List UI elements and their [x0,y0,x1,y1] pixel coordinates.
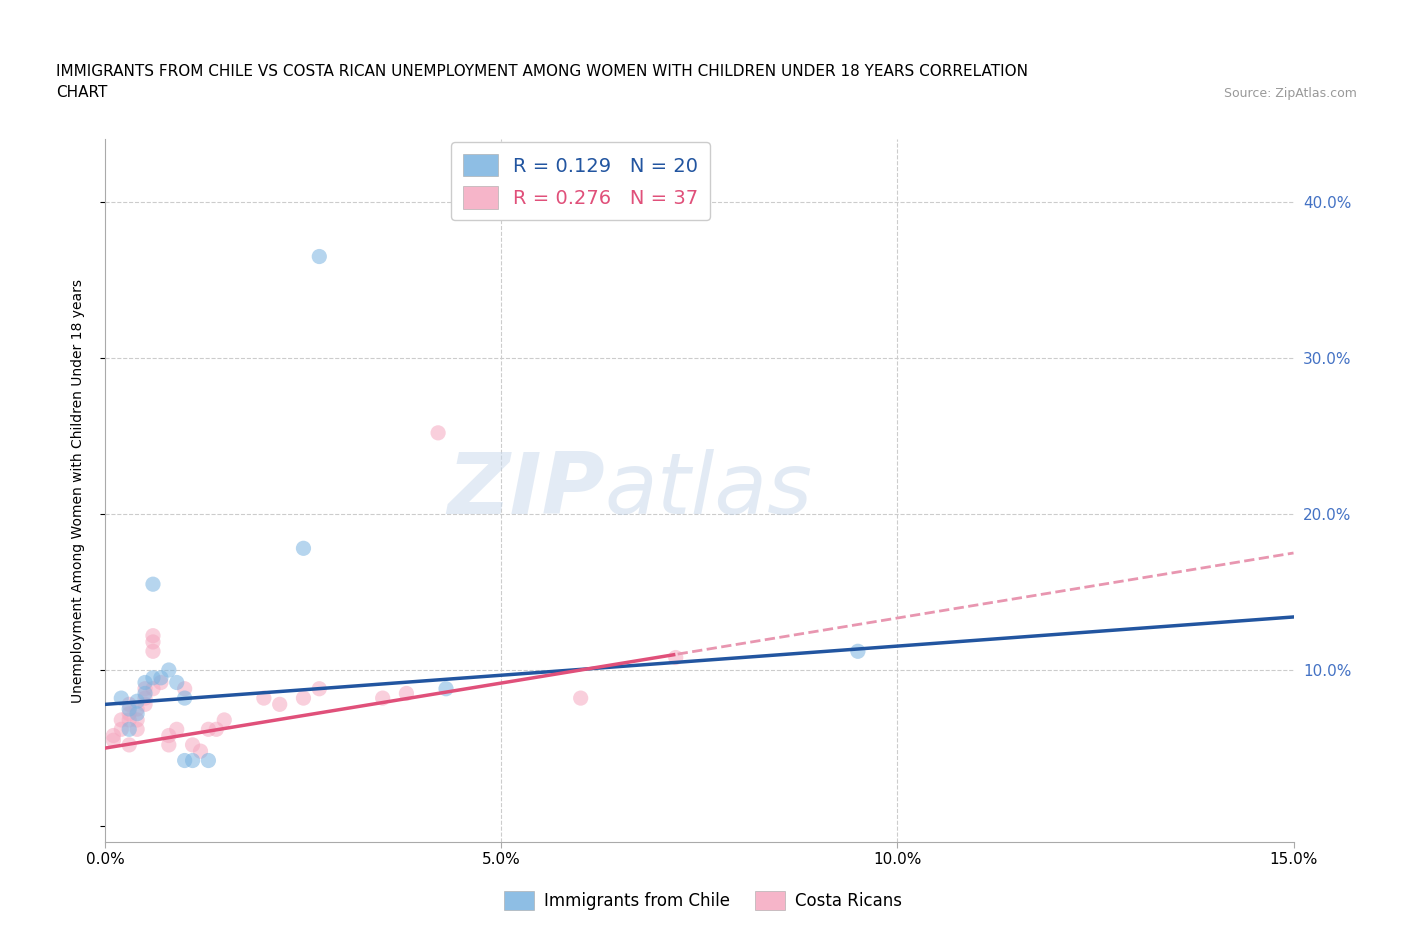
Point [118,712,141,727]
Text: Source: ZipAtlas.com: Source: ZipAtlas.com [1223,87,1357,100]
Point [134,697,156,711]
Point [134,682,156,697]
Point [118,701,141,716]
Point [103,728,125,743]
Point [569,691,592,706]
Point [127,712,149,727]
Point [127,722,149,737]
Point [205,722,228,737]
Point [665,650,688,665]
Point [118,737,141,752]
Point [134,691,156,706]
Point [292,691,315,706]
Point [308,682,330,697]
Point [434,682,457,697]
Point [292,541,315,556]
Point [134,675,156,690]
Point [197,722,219,737]
Point [110,712,132,727]
Point [197,753,219,768]
Point [157,737,180,752]
Point [142,682,165,697]
Point [142,577,165,591]
Point [149,675,172,690]
Point [427,425,450,440]
Point [134,686,156,701]
Point [173,682,195,697]
Point [157,728,180,743]
Point [127,694,149,709]
Point [149,671,172,685]
Point [118,706,141,721]
Point [395,686,418,701]
Point [253,691,276,706]
Point [190,744,212,759]
Point [173,691,195,706]
Point [142,644,165,658]
Point [110,691,132,706]
Text: IMMIGRANTS FROM CHILE VS COSTA RICAN UNEMPLOYMENT AMONG WOMEN WITH CHILDREN UNDE: IMMIGRANTS FROM CHILE VS COSTA RICAN UNE… [56,64,1028,79]
Point [127,701,149,716]
Point [110,722,132,737]
Point [214,712,236,727]
Legend: Immigrants from Chile, Costa Ricans: Immigrants from Chile, Costa Ricans [498,884,908,917]
Point [269,697,291,711]
Point [142,634,165,649]
Point [142,629,165,644]
Point [166,722,188,737]
Point [166,675,188,690]
Point [181,737,204,752]
Point [846,644,869,658]
Point [371,691,394,706]
Point [118,722,141,737]
Point [103,733,125,748]
Point [173,753,195,768]
Text: atlas: atlas [605,449,813,532]
Point [127,706,149,721]
Text: CHART: CHART [56,86,108,100]
Point [308,249,330,264]
Point [118,697,141,711]
Legend: R = 0.129   N = 20, R = 0.276   N = 37: R = 0.129 N = 20, R = 0.276 N = 37 [451,142,710,220]
Text: ZIP: ZIP [447,449,605,532]
Y-axis label: Unemployment Among Women with Children Under 18 years: Unemployment Among Women with Children U… [70,279,84,702]
Point [157,662,180,677]
Point [181,753,204,768]
Point [142,671,165,685]
